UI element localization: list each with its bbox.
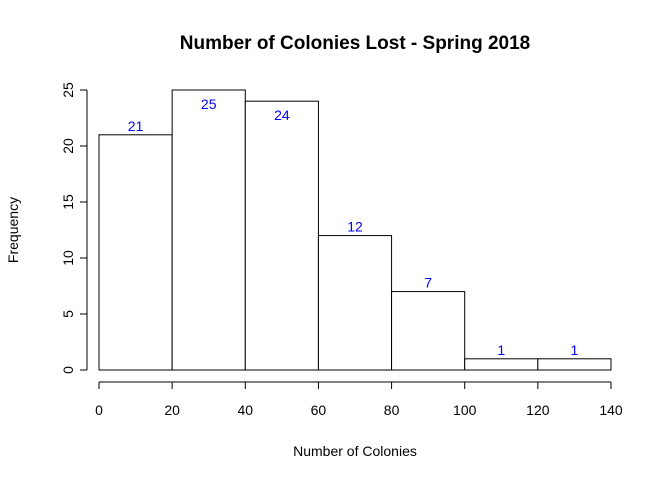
bar-count-label: 7: [424, 275, 432, 291]
histogram-bar: [171, 89, 246, 371]
bar-count-label: 24: [274, 107, 290, 123]
histogram-bar: [464, 358, 539, 371]
chart-title: Number of Colonies Lost - Spring 2018: [180, 33, 531, 54]
x-tick-label: 40: [237, 402, 253, 418]
x-tick-label: 20: [164, 402, 180, 418]
y-tick-label: 5: [60, 310, 76, 318]
x-tick-label: 140: [599, 402, 623, 418]
histogram-bar: [537, 358, 612, 371]
y-axis-label: Frequency: [5, 197, 21, 263]
y-tick-label: 20: [60, 138, 76, 154]
histogram-bar: [391, 291, 466, 371]
y-axis: 0 5 10 15 20 25: [60, 82, 88, 374]
y-tick-label: 0: [60, 366, 76, 374]
y-tick-label: 25: [60, 82, 76, 98]
x-tick-label: 80: [384, 402, 400, 418]
y-tick-label: 10: [60, 250, 76, 266]
histogram-bar: [317, 235, 393, 371]
y-tick-label: 15: [60, 194, 76, 210]
x-tick-label: 60: [311, 402, 327, 418]
bar-count-label: 21: [128, 118, 144, 134]
bar-labels-group: 21 25 24 12 7 1 1: [128, 96, 579, 358]
bars-group: [98, 89, 612, 371]
x-axis: 0 20 40 60 80 100 120 140: [95, 381, 623, 418]
bar-count-label: 1: [497, 342, 505, 358]
bar-count-label: 25: [201, 96, 217, 112]
histogram-bar: [244, 100, 319, 371]
x-tick-label: 100: [453, 402, 477, 418]
bar-count-label: 1: [571, 342, 579, 358]
x-tick-label: 120: [526, 402, 550, 418]
bar-count-label: 12: [347, 219, 363, 235]
histogram-bar: [98, 134, 173, 371]
x-tick-label: 0: [95, 402, 103, 418]
x-axis-label: Number of Colonies: [293, 443, 417, 459]
